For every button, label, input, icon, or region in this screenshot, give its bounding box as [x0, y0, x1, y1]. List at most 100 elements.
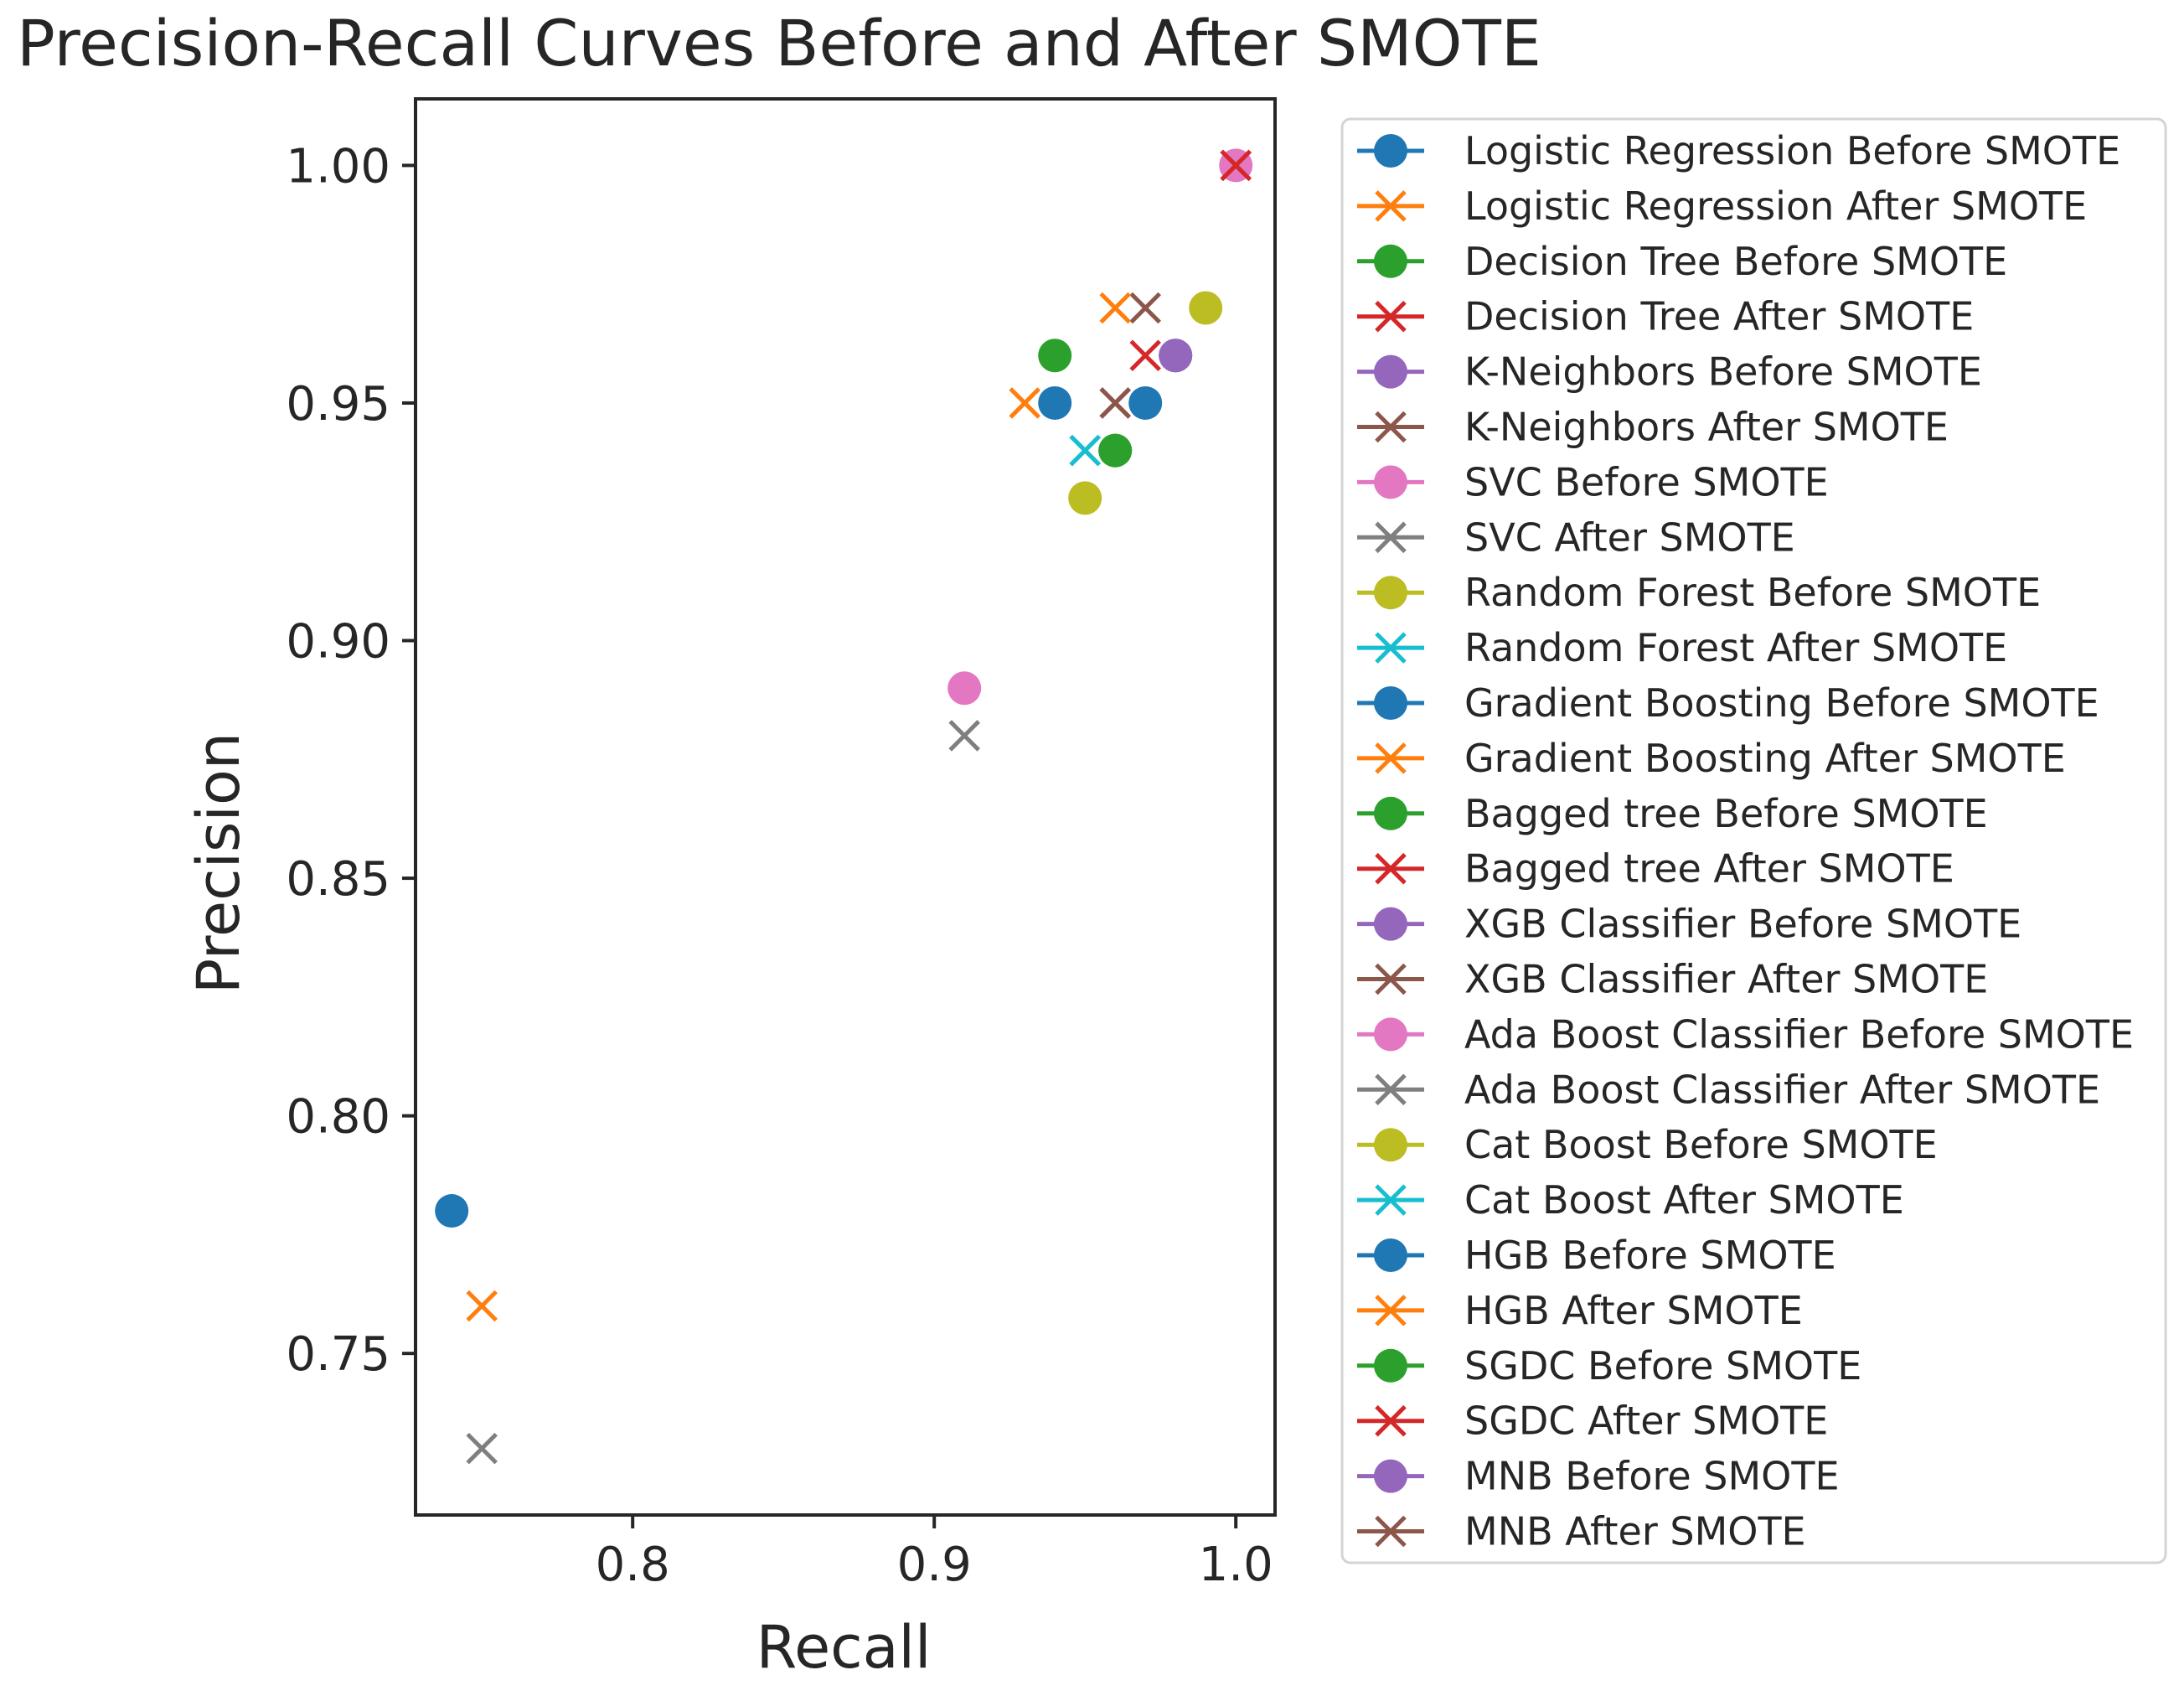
- legend-marker: [1374, 244, 1407, 278]
- legend-item: SVC After SMOTE: [1357, 514, 1795, 560]
- legend-label: HGB After SMOTE: [1464, 1288, 1803, 1333]
- legend-item: Random Forest After SMOTE: [1357, 625, 2007, 670]
- legend-marker: [1374, 907, 1407, 941]
- legend-label: Ada Boost Classifier Before SMOTE: [1464, 1011, 2134, 1057]
- point-cat-boost-before-smote: [1068, 481, 1102, 515]
- legend-item: Logistic Regression After SMOTE: [1357, 184, 2087, 229]
- point-logistic-regression-before-smote: [435, 1194, 469, 1228]
- legend-marker: [1375, 742, 1407, 774]
- legend-marker: [1375, 521, 1407, 554]
- legend-item: Logistic Regression Before SMOTE: [1357, 128, 2120, 173]
- legend-item: Ada Boost Classifier Before SMOTE: [1357, 1011, 2134, 1057]
- legend-label: Decision Tree Before SMOTE: [1464, 239, 2007, 284]
- point-decision-tree-before-smote: [1038, 339, 1072, 373]
- legend-label: Logistic Regression Before SMOTE: [1464, 128, 2120, 173]
- legend-marker: [1375, 1295, 1407, 1326]
- legend-item: XGB Classifier Before SMOTE: [1357, 902, 2021, 947]
- legend-label: Gradient Boosting After SMOTE: [1464, 736, 2066, 781]
- legend-item: Gradient Boosting After SMOTE: [1357, 736, 2066, 781]
- legend-item: Bagged tree Before SMOTE: [1357, 791, 1988, 836]
- y-tick-label: 0.85: [286, 852, 390, 907]
- y-axis-label: Precision: [184, 732, 253, 994]
- point-random-forest-before-smote: [1189, 291, 1223, 325]
- legend-label: Cat Boost After SMOTE: [1464, 1177, 1904, 1223]
- y-tick-label: 0.95: [286, 377, 390, 432]
- legend-marker: [1375, 632, 1407, 664]
- x-tick-label: 0.9: [897, 1538, 972, 1592]
- legend-label: Cat Boost Before SMOTE: [1464, 1122, 1938, 1167]
- legend-entries: Logistic Regression Before SMOTE Logistic…: [1357, 128, 2134, 1554]
- legend: [1340, 117, 2167, 1564]
- plot-area: [435, 148, 1253, 1465]
- legend-item: SVC Before SMOTE: [1357, 459, 1829, 504]
- legend-label: Bagged tree After SMOTE: [1464, 846, 1954, 892]
- legend-item: Decision Tree After SMOTE: [1357, 294, 1974, 339]
- legend-marker: [1374, 686, 1407, 720]
- y-tick-label: 0.80: [286, 1090, 390, 1145]
- legend-label: MNB Before SMOTE: [1464, 1454, 1840, 1499]
- legend-label: Logistic Regression After SMOTE: [1464, 184, 2087, 229]
- legend-label: SVC After SMOTE: [1464, 514, 1795, 560]
- point-ada-boost-classifier-after-smote: [948, 720, 980, 752]
- legend-item: SGDC After SMOTE: [1357, 1399, 1828, 1444]
- legend-item: MNB After SMOTE: [1357, 1509, 1806, 1554]
- legend-marker: [1374, 354, 1407, 389]
- legend-label: HGB Before SMOTE: [1464, 1233, 1836, 1278]
- legend-item: Random Forest Before SMOTE: [1357, 570, 2041, 615]
- legend-label: Ada Boost Classifier After SMOTE: [1464, 1067, 2100, 1112]
- point-logistic-regression-after-smote: [466, 1290, 498, 1322]
- legend-marker: [1375, 963, 1407, 995]
- y-tick-label: 0.90: [286, 615, 390, 670]
- x-tick-label: 0.8: [596, 1538, 670, 1592]
- x-tick-label: 1.0: [1199, 1538, 1273, 1592]
- legend-label: Random Forest Before SMOTE: [1464, 570, 2041, 615]
- legend-marker: [1375, 852, 1407, 885]
- legend-item: Decision Tree Before SMOTE: [1357, 239, 2007, 284]
- point-sgdc-after-smote: [1220, 149, 1252, 182]
- point-gradient-boosting-before-smote: [1038, 385, 1072, 420]
- legend-marker: [1375, 1515, 1407, 1548]
- y-tick-label: 0.75: [286, 1327, 390, 1382]
- x-axis-label: Recall: [756, 1613, 932, 1682]
- legend-marker: [1374, 576, 1407, 610]
- point-mnb-after-smote: [1099, 387, 1131, 419]
- legend-marker: [1375, 1404, 1407, 1437]
- legend-marker: [1374, 1348, 1407, 1383]
- legend-label: Random Forest After SMOTE: [1464, 625, 2007, 670]
- legend-marker: [1374, 1238, 1407, 1272]
- legend-item: HGB Before SMOTE: [1357, 1233, 1836, 1278]
- point-svc-after-smote: [466, 1432, 498, 1465]
- legend-label: MNB After SMOTE: [1464, 1509, 1806, 1554]
- legend-item: HGB After SMOTE: [1357, 1288, 1803, 1333]
- chart-title: Precision-Recall Curves Before and After…: [17, 6, 1541, 80]
- point-gradient-boosting-after-smote: [1009, 387, 1040, 419]
- legend-item: Bagged tree After SMOTE: [1357, 846, 1954, 892]
- legend-marker: [1374, 465, 1407, 499]
- point-xgb-classifier-after-smote: [1129, 292, 1161, 324]
- legend-item: K-Neighbors After SMOTE: [1357, 405, 1949, 450]
- legend-label: K-Neighbors After SMOTE: [1464, 405, 1949, 450]
- point-cat-boost-after-smote: [1069, 434, 1101, 467]
- legend-label: K-Neighbors Before SMOTE: [1464, 349, 1982, 395]
- legend-item: Gradient Boosting Before SMOTE: [1357, 680, 2099, 726]
- legend-marker: [1375, 300, 1407, 333]
- legend-item: XGB Classifier After SMOTE: [1357, 957, 1988, 1002]
- legend-marker: [1375, 1073, 1407, 1106]
- legend-label: XGB Classifier After SMOTE: [1464, 957, 1988, 1002]
- legend-marker: [1374, 1128, 1407, 1162]
- point-sgdc-before-smote: [1098, 433, 1133, 468]
- point-mnb-before-smote: [1159, 339, 1193, 373]
- legend-label: Bagged tree Before SMOTE: [1464, 791, 1988, 836]
- legend-item: MNB Before SMOTE: [1357, 1454, 1840, 1499]
- legend-label: Gradient Boosting Before SMOTE: [1464, 680, 2099, 726]
- axis-ticks: 0.8 0.9 1.0 0.75 0.80 0.85 0.90 0.95 1.00: [286, 139, 1273, 1592]
- legend-marker: [1375, 190, 1407, 222]
- legend-label: Decision Tree After SMOTE: [1464, 294, 1974, 339]
- point-ada-boost-classifier-before-smote: [947, 671, 982, 706]
- legend-label: SVC Before SMOTE: [1464, 459, 1829, 504]
- point-hgb-after-smote: [1099, 292, 1131, 324]
- point-hgb-before-smote: [1128, 385, 1163, 420]
- legend-item: SGDC Before SMOTE: [1357, 1343, 1861, 1388]
